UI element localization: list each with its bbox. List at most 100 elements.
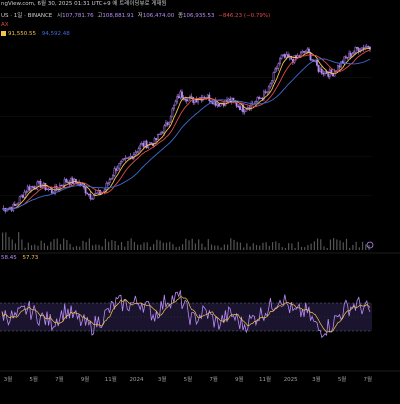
candle-body — [324, 71, 326, 74]
volume-bar — [40, 240, 42, 250]
volume-bar — [172, 244, 174, 250]
volume-bar — [108, 241, 110, 250]
moving-averages — [1, 47, 371, 211]
volume-bar — [146, 242, 148, 250]
candle-body — [269, 83, 272, 88]
candle-body — [21, 195, 24, 198]
x-tick-label: 3월 — [312, 375, 321, 383]
candle-body — [356, 47, 359, 49]
x-tick-label: 7월 — [55, 375, 64, 383]
volume-bar — [352, 244, 354, 250]
candle-body — [95, 192, 98, 194]
candle-body — [266, 91, 269, 93]
candle-body — [190, 96, 193, 98]
volume-bar — [275, 241, 277, 250]
candle-body — [150, 142, 153, 144]
volume-bar — [143, 242, 145, 250]
candle-body — [123, 158, 126, 160]
candle-body — [120, 161, 122, 164]
candle-body — [107, 182, 109, 184]
candle-body — [316, 60, 318, 66]
candle-body — [121, 159, 124, 162]
candle-body — [357, 48, 360, 52]
ma-value-1: 91,550.55 — [8, 31, 36, 37]
x-tick-label: 3월 — [4, 375, 13, 383]
candle-body — [238, 106, 241, 110]
candle-body — [197, 99, 199, 103]
volume-bar — [300, 247, 303, 250]
candle-body — [65, 179, 68, 183]
high-value: 108,881.91 — [102, 13, 134, 19]
candle-body — [340, 61, 342, 68]
volume-bar — [5, 232, 7, 250]
volume-bar — [281, 247, 283, 250]
rsi-signal-line — [1, 296, 371, 333]
volume-bar — [21, 239, 23, 250]
ma-value-2: 94,592.48 — [41, 31, 70, 37]
candle-body — [218, 103, 220, 107]
indicator-label: AX — [1, 22, 9, 28]
candle-body — [271, 80, 273, 84]
candle-body — [272, 72, 275, 81]
candle-body — [86, 192, 89, 195]
ma-fast-line — [1, 47, 371, 211]
volume-bar — [316, 238, 319, 250]
candle-body — [161, 132, 164, 134]
volume-bar — [14, 243, 17, 250]
volume-bar — [18, 232, 20, 250]
candle-body — [327, 73, 330, 77]
volume-bar — [165, 242, 168, 250]
candle-body — [293, 55, 296, 63]
volume-bars — [2, 232, 370, 250]
candle-body — [70, 178, 73, 185]
candle-body — [298, 55, 301, 57]
volume-bar — [181, 244, 184, 250]
candle-body — [181, 91, 183, 98]
open-value: 107,781.76 — [62, 13, 94, 19]
candle-body — [129, 155, 132, 158]
x-tick-label: 3월 — [158, 375, 167, 383]
volume-bar — [50, 241, 52, 250]
candle-body — [163, 125, 166, 134]
close-label: 종 — [177, 13, 184, 19]
candle-body — [256, 97, 259, 102]
volume-bar — [175, 247, 177, 250]
candle-body — [62, 185, 64, 187]
rsi-value-2: 57.73 — [22, 255, 39, 261]
ma-slow-line — [1, 58, 371, 211]
volume-bar — [59, 244, 62, 250]
candle-body — [91, 198, 93, 200]
volume-bar — [88, 238, 90, 250]
open-label: 시 — [57, 13, 63, 19]
events-icon — [366, 241, 374, 249]
volume-bar — [188, 240, 190, 250]
rsi-panel — [0, 290, 372, 339]
candle-body — [185, 99, 188, 102]
candle-body — [31, 186, 34, 188]
low-value: 106,474.00 — [142, 13, 175, 19]
candle-body — [349, 52, 352, 57]
x-tick-label: 7월 — [364, 375, 373, 383]
candle-body — [216, 103, 219, 106]
volume-bar — [249, 246, 251, 250]
volume-bar — [214, 245, 216, 250]
candle-body — [39, 181, 42, 188]
candle-body — [142, 143, 145, 147]
candle-body — [108, 179, 111, 184]
candle-body — [261, 97, 264, 100]
volume-bar — [140, 244, 142, 250]
misc — [0, 241, 400, 372]
volume-bar — [153, 244, 155, 250]
volume-bar — [284, 247, 287, 250]
low-label: 저 — [137, 13, 143, 19]
x-tick-label: 2024 — [130, 377, 144, 383]
volume-bar — [220, 247, 222, 250]
close-value: 106,935.53 — [183, 13, 215, 19]
volume-bar — [191, 238, 193, 250]
grid — [0, 77, 372, 196]
candle-body — [30, 186, 32, 191]
volume-bar — [169, 241, 171, 250]
volume-bar — [310, 243, 312, 250]
